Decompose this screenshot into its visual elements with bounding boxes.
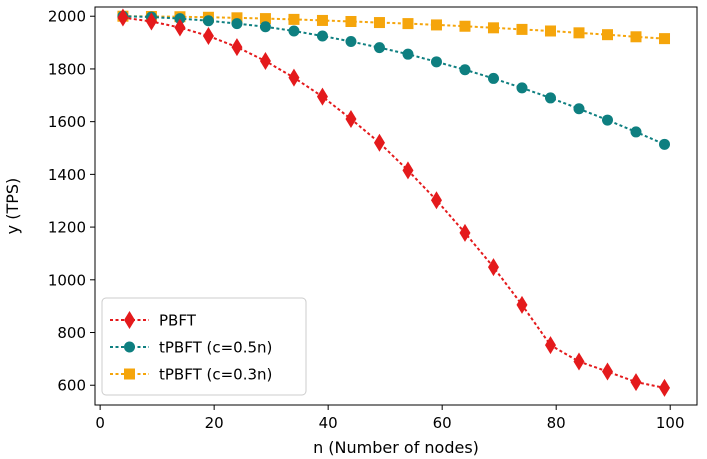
y-tick-label: 1200 bbox=[48, 219, 86, 237]
x-tick-label: 0 bbox=[95, 414, 105, 432]
legend-label: PBFT bbox=[159, 312, 197, 330]
legend-entry-tpbft-c-0-5n: tPBFT (c=0.5n) bbox=[110, 339, 272, 357]
legend: PBFT tPBFT (c=0.5n) tPBFT (c=0.3n) bbox=[101, 297, 307, 396]
y-tick-label: 1600 bbox=[48, 113, 86, 131]
legend-label: tPBFT (c=0.5n) bbox=[159, 339, 272, 357]
data-point-pbft bbox=[231, 38, 243, 57]
data-point-tpbft-c-0-5n bbox=[630, 126, 642, 138]
y-tick-label: 1800 bbox=[48, 60, 86, 78]
y-tick-label: 1400 bbox=[48, 166, 86, 184]
data-point-pbft bbox=[659, 378, 671, 397]
legend-entry-tpbft-c-0-3n: tPBFT (c=0.3n) bbox=[110, 366, 272, 384]
data-point-pbft bbox=[345, 110, 357, 129]
data-point-tpbft-c-0-5n bbox=[373, 42, 385, 54]
y-axis-label: y (TPS) bbox=[3, 178, 22, 235]
data-point-pbft bbox=[402, 161, 414, 180]
data-point-pbft bbox=[630, 373, 642, 392]
y-tick-label: 800 bbox=[57, 324, 86, 342]
data-point-pbft bbox=[174, 18, 186, 37]
axes-layer: 0 20 40 60 80 100 600 800 1000 1200 1400 1600 1800 20… bbox=[48, 6, 698, 432]
data-point-tpbft-c-0-3n bbox=[288, 13, 300, 25]
data-point-tpbft-c-0-5n bbox=[601, 114, 613, 126]
data-point-tpbft-c-0-5n bbox=[430, 56, 442, 68]
data-point-pbft bbox=[487, 258, 499, 277]
legend-marker-tpbft-c-0-5n bbox=[124, 341, 135, 353]
data-point-tpbft-c-0-3n bbox=[601, 29, 613, 41]
data-point-tpbft-c-0-3n bbox=[231, 12, 243, 24]
data-point-pbft bbox=[516, 295, 528, 314]
data-point-tpbft-c-0-5n bbox=[316, 30, 328, 42]
data-point-pbft bbox=[573, 352, 585, 371]
data-point-pbft bbox=[117, 8, 129, 27]
data-point-pbft bbox=[459, 223, 471, 242]
data-point-tpbft-c-0-3n bbox=[459, 20, 471, 32]
data-point-tpbft-c-0-3n bbox=[544, 25, 556, 37]
data-point-tpbft-c-0-5n bbox=[231, 18, 243, 30]
data-point-tpbft-c-0-3n bbox=[430, 19, 442, 31]
data-point-tpbft-c-0-3n bbox=[573, 27, 585, 39]
data-point-pbft bbox=[316, 87, 328, 106]
x-tick-label: 80 bbox=[547, 414, 566, 432]
data-point-pbft bbox=[202, 26, 214, 45]
legend-entry-pbft: PBFT bbox=[110, 311, 197, 330]
data-point-tpbft-c-0-5n bbox=[573, 103, 585, 115]
data-point-tpbft-c-0-5n bbox=[544, 92, 556, 104]
series-layer bbox=[117, 8, 671, 397]
data-point-tpbft-c-0-5n bbox=[516, 82, 528, 94]
data-point-pbft bbox=[430, 191, 442, 210]
legend-marker-tpbft-c-0-3n bbox=[124, 368, 135, 380]
y-tick-label: 1000 bbox=[48, 271, 86, 289]
axes-frame bbox=[94, 6, 698, 406]
series-line-pbft bbox=[122, 16, 665, 389]
legend-box bbox=[101, 297, 307, 396]
y-tick-label: 2000 bbox=[48, 8, 86, 26]
x-tick-label: 20 bbox=[205, 414, 224, 432]
data-point-pbft bbox=[145, 12, 157, 31]
x-axis-label: n (Number of nodes) bbox=[313, 438, 479, 457]
legend-label: tPBFT (c=0.3n) bbox=[159, 366, 272, 384]
data-point-tpbft-c-0-5n bbox=[659, 138, 671, 150]
series-tpbft-c-0-5n bbox=[117, 10, 671, 150]
y-tick-label: 600 bbox=[57, 377, 86, 395]
series-pbft bbox=[117, 8, 671, 397]
x-tick-label: 60 bbox=[433, 414, 452, 432]
data-point-tpbft-c-0-3n bbox=[659, 33, 671, 45]
x-tick-label: 40 bbox=[319, 414, 338, 432]
data-point-pbft bbox=[544, 336, 556, 355]
data-point-tpbft-c-0-3n bbox=[630, 31, 642, 43]
data-point-tpbft-c-0-5n bbox=[345, 36, 357, 48]
data-point-pbft bbox=[288, 68, 300, 87]
x-tick-label: 100 bbox=[656, 414, 685, 432]
data-point-tpbft-c-0-3n bbox=[259, 13, 271, 25]
data-point-tpbft-c-0-3n bbox=[402, 18, 414, 30]
data-point-pbft bbox=[259, 52, 271, 71]
data-point-tpbft-c-0-5n bbox=[202, 15, 214, 27]
data-point-tpbft-c-0-5n bbox=[402, 48, 414, 60]
data-point-tpbft-c-0-5n bbox=[259, 21, 271, 33]
data-point-tpbft-c-0-3n bbox=[373, 17, 385, 29]
series-tpbft-c-0-3n bbox=[117, 10, 671, 45]
data-point-pbft bbox=[373, 133, 385, 152]
data-point-tpbft-c-0-3n bbox=[345, 15, 357, 27]
data-point-tpbft-c-0-5n bbox=[487, 72, 499, 84]
data-point-tpbft-c-0-5n bbox=[288, 25, 300, 37]
data-point-tpbft-c-0-3n bbox=[487, 22, 499, 34]
legend-marker-pbft bbox=[124, 311, 135, 329]
data-point-pbft bbox=[601, 362, 613, 381]
data-point-tpbft-c-0-5n bbox=[459, 64, 471, 76]
data-point-tpbft-c-0-3n bbox=[516, 23, 528, 35]
data-point-tpbft-c-0-3n bbox=[316, 14, 328, 26]
